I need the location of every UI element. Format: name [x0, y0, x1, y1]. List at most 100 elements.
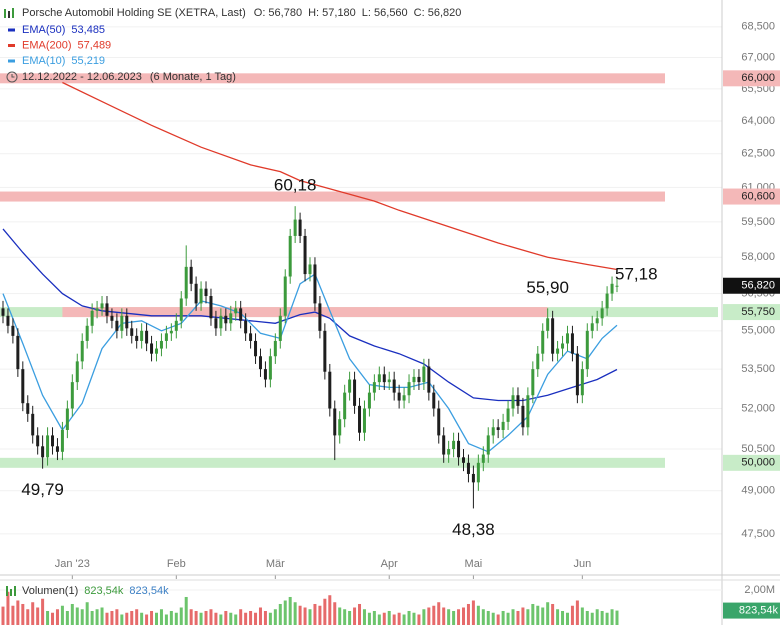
candle-body [16, 335, 20, 370]
candle-body [462, 457, 465, 463]
candle-body [199, 288, 203, 304]
candle-body [457, 440, 461, 458]
volume-bar [75, 607, 79, 625]
instrument-title: Porsche Automobil Holding SE (XETRA, Las… [22, 7, 246, 19]
volume-bar [556, 609, 560, 625]
candle-body [496, 427, 500, 430]
candle-body [407, 382, 411, 396]
clock-icon [6, 71, 18, 83]
candle-body [437, 408, 441, 436]
candle-body [402, 395, 406, 401]
ema-line [62, 81, 618, 271]
candle-body [570, 333, 574, 354]
level-label: 60,600 [741, 190, 775, 202]
candle-body [164, 333, 168, 341]
volume-bar [283, 600, 287, 625]
x-tick-label: Mai [465, 558, 483, 570]
candle-body [328, 371, 332, 409]
candle-body [412, 376, 416, 383]
candle-body [521, 405, 525, 428]
volume-bar [239, 609, 243, 625]
candle-body [288, 235, 292, 277]
volume-bar [516, 610, 520, 625]
volume-bar [115, 609, 119, 625]
x-tick-label: Mär [266, 558, 285, 570]
volume-bar [511, 609, 515, 625]
candle-body [377, 374, 381, 383]
plot-area: Jan '23 Feb Mär Apr Mai Jun 49,79 60,18 48,38 55,… [0, 26, 780, 579]
volume-value: 823,54k [84, 585, 124, 597]
legend-value: 53,485 [71, 24, 105, 36]
menu-icon[interactable] [4, 8, 14, 18]
volume-bar [392, 614, 396, 625]
candle-body [278, 315, 282, 341]
candle-body [55, 446, 59, 452]
volume-bar [145, 614, 149, 625]
volume-bar [551, 603, 555, 625]
candle-body [551, 318, 555, 354]
level-label: 55,750 [741, 306, 775, 318]
candle-body [585, 330, 589, 370]
volume-bar [575, 600, 579, 625]
volume-bar [367, 612, 371, 625]
volume-bar [150, 610, 154, 625]
volume-bar [382, 612, 386, 625]
candle-body [605, 293, 609, 309]
volume-bar [263, 610, 267, 625]
candle-body [105, 303, 109, 316]
candle-body [362, 408, 366, 433]
candle-body [318, 303, 322, 331]
header: Porsche Automobil Holding SE (XETRA, Las… [4, 7, 461, 83]
volume-bar [323, 598, 327, 625]
volume-bar [6, 591, 10, 625]
level-band-overlay [62, 307, 548, 318]
candle-body [263, 369, 267, 380]
level-box [723, 70, 780, 87]
volume-bar [585, 610, 589, 625]
volume-last-label: 823,54k [739, 604, 779, 616]
candle-body [189, 266, 193, 284]
candle-body [486, 435, 490, 455]
volume-bar [214, 612, 218, 625]
volume-bar [159, 609, 163, 625]
volume-bar [26, 609, 30, 625]
candle-body [580, 369, 584, 396]
y-tick-label: 47,500 [741, 528, 775, 540]
volume-bar [120, 614, 124, 625]
candle-body [21, 369, 25, 404]
volume-bar [561, 610, 565, 625]
period-range: 12.12.2022 - 12.06.2023 [22, 71, 142, 83]
volume-bar [397, 612, 401, 625]
volume-bar [254, 612, 258, 625]
level-box [723, 454, 780, 471]
candle-body [313, 264, 317, 304]
volume-bar [422, 609, 426, 625]
volume-bar [268, 612, 272, 625]
volume-bar [491, 612, 495, 625]
volume-bar [610, 609, 614, 625]
legend-name: EMA(200) [22, 39, 72, 51]
volume-bar [234, 614, 238, 625]
legend-entry: EMA(50) 53,485 [22, 24, 105, 36]
period: 12.12.2022 - 12.06.2023 (6 Monate, 1 Tag) [22, 71, 236, 83]
volume-bar [476, 605, 480, 625]
volume-bar [506, 612, 510, 625]
level-label: 50,000 [741, 457, 775, 469]
volume-bar [328, 595, 332, 625]
y-tick-label: 59,500 [741, 216, 775, 228]
volume-bar [605, 612, 609, 625]
candle-body [452, 440, 456, 450]
candle-body [333, 408, 337, 436]
volume-bar [244, 612, 248, 625]
volume-bar [258, 607, 262, 625]
volume-bar [313, 603, 317, 625]
volume-bar [481, 609, 485, 625]
volume-bar [546, 602, 550, 625]
y-tick-label: 62,500 [741, 148, 775, 160]
candle-body [150, 343, 154, 354]
candle-body [392, 379, 396, 393]
level-label: 66,000 [741, 72, 775, 84]
quote-line: Porsche Automobil Holding SE (XETRA, Las… [22, 7, 461, 19]
legend-value: 57,489 [78, 39, 112, 51]
volume-bar [46, 610, 50, 625]
